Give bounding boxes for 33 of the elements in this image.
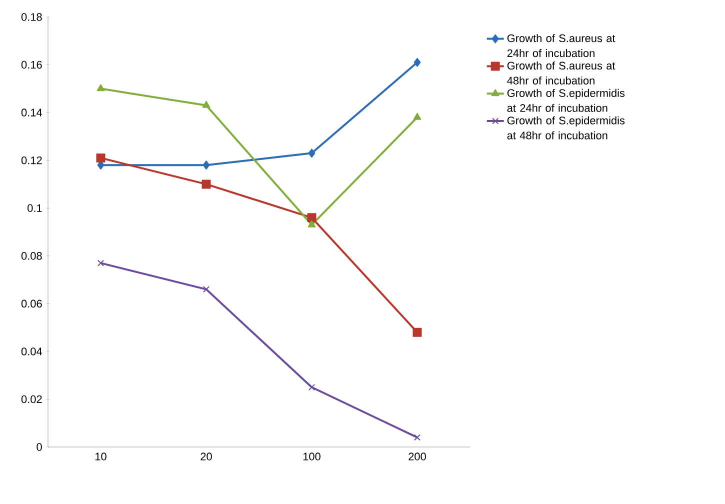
x-tick-label: 20 <box>200 452 212 460</box>
y-tick-label: 0.04 <box>21 348 42 356</box>
point <box>308 220 316 228</box>
y-tick-label: 0.14 <box>21 108 42 116</box>
point <box>413 112 422 120</box>
y-tick-label: 0.12 <box>21 156 42 164</box>
legend-label: Growth of S.epidermidis at 48hr of incubation <box>507 116 625 140</box>
point <box>202 160 210 170</box>
y-tick-label: 0.18 <box>21 13 42 21</box>
x-tick-label: 10 <box>95 452 106 460</box>
point <box>97 260 104 266</box>
point <box>96 153 106 162</box>
y-tick-label: 0.08 <box>21 252 42 260</box>
point <box>202 286 210 293</box>
legend-label: Growth of S.epidermidis at 24hr of incubation <box>507 88 625 112</box>
y-tick-label: 0 <box>36 443 42 451</box>
point <box>412 328 422 337</box>
y-tick-label: 0.1 <box>28 204 42 212</box>
point <box>308 148 316 158</box>
y-tick-label: 0.16 <box>21 60 42 69</box>
point <box>414 58 421 67</box>
point <box>307 213 316 222</box>
x-tick-label: 100 <box>303 452 320 460</box>
legend-label: Growth of S.aureus at 24hr of incubation <box>507 34 616 58</box>
y-tick-label: 0.02 <box>21 395 42 404</box>
x-tick-label: 200 <box>408 452 426 460</box>
point <box>414 434 421 441</box>
point <box>202 180 211 189</box>
y-tick-label: 0.06 <box>21 300 42 308</box>
legend-label: Growth of S.aureus at 48hr of incubation <box>507 62 616 84</box>
point <box>96 84 105 92</box>
point <box>202 100 210 108</box>
point <box>308 384 316 391</box>
